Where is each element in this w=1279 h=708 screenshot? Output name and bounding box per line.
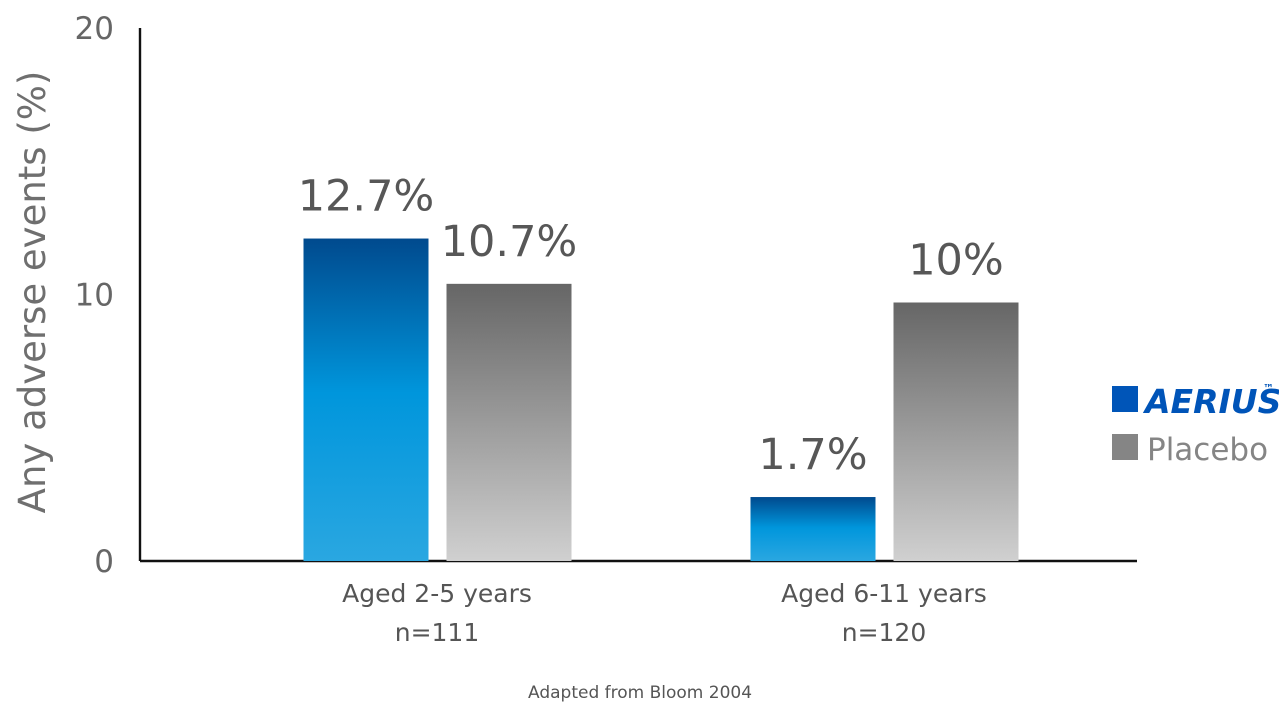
value-label-placebo-1: 10.7% <box>441 217 578 267</box>
legend-trademark: ™ <box>1263 382 1274 395</box>
y-axis-label: Any adverse events (%) <box>11 71 54 514</box>
bar-placebo-2 <box>893 302 1019 561</box>
category-label-1-line1: Aged 2-5 years <box>342 579 532 608</box>
category-label-2-line1: Aged 6-11 years <box>781 579 987 608</box>
bars <box>303 238 1019 561</box>
legend-label-aerius: AERIUS <box>1142 382 1279 421</box>
y-tick-label: 10 <box>75 278 114 314</box>
bar-aerius-2 <box>750 497 876 561</box>
legend-swatch-aerius <box>1112 386 1138 412</box>
value-label-aerius-1: 12.7% <box>298 172 435 222</box>
y-tick-label: 0 <box>94 544 114 580</box>
value-labels: 12.7% 1.7% 10.7% 10% <box>298 172 1004 481</box>
category-labels: Aged 2-5 years n=111 Aged 6-11 years n=120 <box>342 579 987 647</box>
legend-swatch-placebo <box>1112 434 1138 460</box>
legend: AERIUS ™ Placebo <box>1112 382 1279 468</box>
bar-placebo-1 <box>446 283 572 561</box>
source-note: Adapted from Bloom 2004 <box>528 683 752 703</box>
y-axis: 0 10 20 <box>75 11 142 580</box>
value-label-aerius-2: 1.7% <box>758 430 867 480</box>
legend-label-placebo: Placebo <box>1147 432 1268 468</box>
category-label-2-line2: n=120 <box>842 618 927 647</box>
category-label-1-line2: n=111 <box>395 618 480 647</box>
bar-aerius-1 <box>303 238 429 561</box>
value-label-placebo-2: 10% <box>908 235 1004 285</box>
y-tick-label: 20 <box>75 11 114 47</box>
